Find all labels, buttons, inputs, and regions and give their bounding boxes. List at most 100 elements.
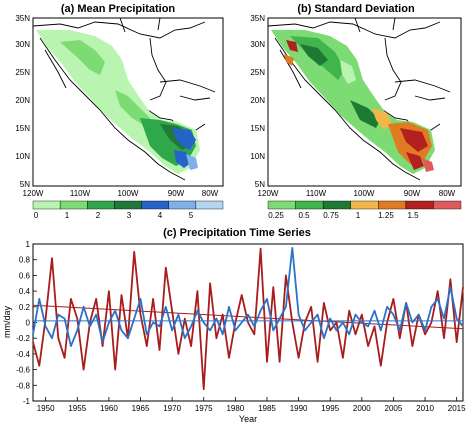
panel-c-series bbox=[32, 246, 464, 391]
colorbar-swatch bbox=[141, 200, 169, 210]
panel-b-lat-tick: 15N bbox=[250, 124, 265, 133]
panel-b-lon-tick: 110W bbox=[306, 189, 327, 198]
colorbar-swatch bbox=[267, 200, 296, 210]
panel-b-colorbar-label: 0.5 bbox=[298, 211, 310, 220]
panel-b-lat-tick: 30N bbox=[250, 40, 265, 49]
panel-a-colorbar-label: 1 bbox=[65, 211, 70, 220]
panel-b-colorbar bbox=[267, 200, 462, 210]
panel-a-colorbar-labels: 0 1 2 3 4 5 bbox=[34, 211, 194, 220]
colorbar-swatch bbox=[168, 200, 197, 210]
panel-a-lon-ticks: 120W 110W 100W 90W 80W bbox=[23, 189, 219, 198]
y-tick-label: 0.4 bbox=[19, 287, 31, 296]
panel-b-lon-tick: 80W bbox=[439, 189, 456, 198]
x-tick-label: 1965 bbox=[132, 404, 150, 413]
panel-a-lat-tick: 35N bbox=[15, 14, 30, 23]
panel-b-std-field bbox=[271, 30, 435, 174]
panel-b-colorbar-label: 1.25 bbox=[378, 211, 394, 220]
panel-b-lat-tick: 10N bbox=[250, 152, 265, 161]
panel-b-colorbar-labels: 0.25 0.5 0.75 1 1.25 1.5 bbox=[268, 211, 419, 220]
panel-b-lon-tick: 120W bbox=[258, 189, 279, 198]
y-tick-label: -0.8 bbox=[16, 381, 30, 390]
panel-b-lon-tick: 90W bbox=[404, 189, 421, 198]
x-tick-label: 1975 bbox=[195, 404, 213, 413]
y-tick-label: -0.6 bbox=[16, 366, 30, 375]
series-line bbox=[32, 246, 464, 348]
colorbar-swatch bbox=[195, 200, 224, 210]
panel-a-colorbar-label: 4 bbox=[158, 211, 163, 220]
x-tick-label: 1955 bbox=[68, 404, 86, 413]
panel-b-lat-tick: 25N bbox=[250, 68, 265, 77]
colorbar-swatch bbox=[32, 200, 61, 210]
colorbar-swatch bbox=[87, 200, 115, 210]
panel-a-lat-ticks: 5N 10N 15N 20N 25N 30N 35N bbox=[15, 14, 30, 189]
series-line bbox=[32, 247, 464, 391]
panel-b-colorbar-label: 1.5 bbox=[407, 211, 419, 220]
panel-a-lon-tick: 90W bbox=[168, 189, 185, 198]
y-tick-label: 1 bbox=[26, 240, 31, 249]
x-tick-label: 1995 bbox=[321, 404, 339, 413]
panel-a-colorbar-label: 2 bbox=[96, 211, 101, 220]
y-tick-label: 0 bbox=[26, 319, 31, 328]
panel-a-lat-tick: 5N bbox=[20, 180, 30, 189]
y-tick-label: 0.6 bbox=[19, 271, 31, 280]
y-tick-label: 0.2 bbox=[19, 303, 31, 312]
panel-a-colorbar-label: 0 bbox=[34, 211, 39, 220]
colorbar-swatch bbox=[433, 200, 462, 210]
y-tick-label: -0.4 bbox=[16, 350, 30, 359]
panel-a: (a) Mean Precipitation 5N 10N 15N bbox=[15, 3, 224, 220]
panel-a-lon-tick: 110W bbox=[70, 189, 91, 198]
x-tick-label: 2010 bbox=[416, 404, 434, 413]
panel-c: (c) Precipitation Time Series mm/day Yea… bbox=[2, 227, 466, 424]
panel-b-colorbar-label: 0.25 bbox=[268, 211, 284, 220]
panel-c-ylabel: mm/day bbox=[2, 306, 12, 339]
panel-b-lat-tick: 35N bbox=[250, 14, 265, 23]
panel-b-lat-tick: 5N bbox=[255, 180, 265, 189]
panel-b-colorbar-label: 1 bbox=[356, 211, 361, 220]
panel-a-colorbar bbox=[32, 200, 224, 210]
panel-a-lon-tick: 80W bbox=[202, 189, 219, 198]
y-tick-label: -1 bbox=[23, 397, 31, 406]
panel-a-lon-tick: 100W bbox=[118, 189, 139, 198]
colorbar-swatch bbox=[322, 200, 351, 210]
panel-b-title: (b) Standard Deviation bbox=[297, 3, 415, 15]
x-tick-label: 1970 bbox=[163, 404, 181, 413]
panel-a-precip-field bbox=[36, 30, 200, 174]
panel-a-lat-tick: 20N bbox=[15, 96, 30, 105]
panel-b-colorbar-label: 0.75 bbox=[323, 211, 339, 220]
panel-b-lon-ticks: 120W 110W 100W 90W 80W bbox=[258, 189, 456, 198]
panel-b-lon-tick: 100W bbox=[354, 189, 375, 198]
panel-c-xlabel: Year bbox=[239, 414, 257, 424]
colorbar-swatch bbox=[295, 200, 324, 210]
panel-a-lat-tick: 15N bbox=[15, 124, 30, 133]
panel-a-lat-tick: 30N bbox=[15, 40, 30, 49]
x-tick-label: 1950 bbox=[37, 404, 55, 413]
x-tick-label: 1960 bbox=[100, 404, 118, 413]
panel-b-lat-tick: 20N bbox=[250, 96, 265, 105]
colorbar-swatch bbox=[405, 200, 434, 210]
colorbar-swatch bbox=[114, 200, 142, 210]
panel-c-yticks: -1 -0.8 -0.6 -0.4 -0.2 0 0.2 0.4 0.6 0.8 1 bbox=[16, 240, 37, 406]
panel-c-xticks: 1950 1955 1960 1965 1970 1975 1980 1985 1990 1995… bbox=[37, 397, 466, 413]
y-tick-label: -0.2 bbox=[16, 334, 30, 343]
x-tick-label: 2000 bbox=[353, 404, 371, 413]
x-tick-label: 1990 bbox=[290, 404, 308, 413]
y-tick-label: 0.8 bbox=[19, 256, 31, 265]
x-tick-label: 2015 bbox=[448, 404, 466, 413]
panel-a-coastline bbox=[32, 17, 216, 181]
panel-b: (b) Standard Deviation 5 bbox=[250, 3, 462, 220]
panel-c-title: (c) Precipitation Time Series bbox=[163, 227, 311, 239]
colorbar-swatch bbox=[378, 200, 407, 210]
panel-a-lat-tick: 10N bbox=[15, 152, 30, 161]
panel-a-lon-tick: 120W bbox=[23, 189, 44, 198]
panel-a-colorbar-label: 5 bbox=[189, 211, 194, 220]
colorbar-swatch bbox=[59, 200, 88, 210]
panel-a-colorbar-label: 3 bbox=[127, 211, 132, 220]
trend-line bbox=[32, 304, 464, 330]
colorbar-swatch bbox=[350, 200, 379, 210]
x-tick-label: 1985 bbox=[258, 404, 276, 413]
x-tick-label: 1980 bbox=[226, 404, 244, 413]
panel-a-lat-tick: 25N bbox=[15, 68, 30, 77]
panel-a-title: (a) Mean Precipitation bbox=[61, 3, 176, 15]
panel-b-lat-ticks: 5N 10N 15N 20N 25N 30N 35N bbox=[250, 14, 265, 189]
